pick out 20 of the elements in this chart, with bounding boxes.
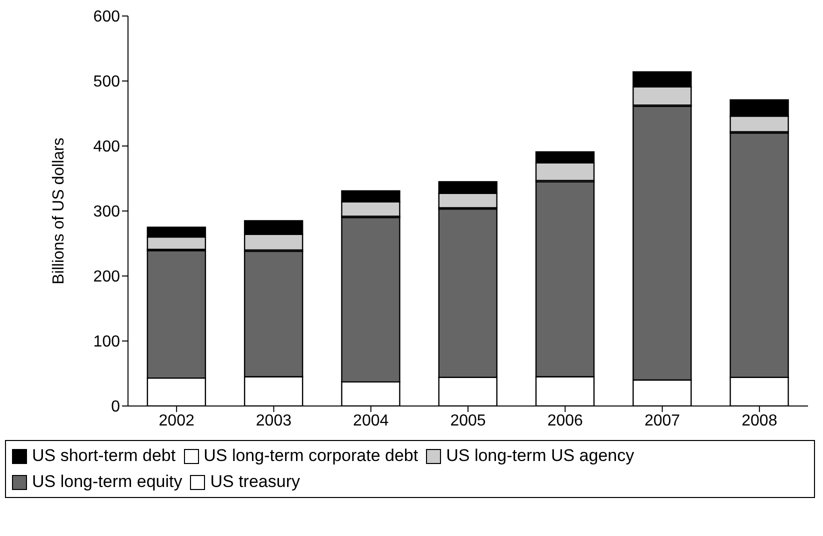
x-tick-label: 2005 xyxy=(450,412,486,430)
legend-label: US treasury xyxy=(210,471,300,493)
legend-label: US long-term corporate debt xyxy=(204,445,418,467)
legend-label: US short-term debt xyxy=(32,445,176,467)
y-tick-label: 600 xyxy=(93,8,120,26)
x-tick-label: 2004 xyxy=(353,412,389,430)
y-tick-label: 500 xyxy=(93,74,120,91)
y-tick-label: 0 xyxy=(111,398,120,416)
x-tick-label: 2006 xyxy=(547,412,584,430)
y-tick-label: 200 xyxy=(93,268,120,286)
y-tick-label: 300 xyxy=(93,204,120,221)
legend-label: US long-term US agency xyxy=(446,445,634,467)
y-axis-title: Billions of US dollars xyxy=(50,138,68,284)
x-tick-label: 2007 xyxy=(644,412,680,430)
y-tick-label: 400 xyxy=(93,138,120,156)
x-tick-label: 2003 xyxy=(256,412,292,430)
x-tick-label: 2002 xyxy=(158,412,194,430)
x-tick-label: 2008 xyxy=(742,412,778,430)
y-tick-label: 100 xyxy=(93,334,120,351)
legend-label: US long-term equity xyxy=(32,471,182,493)
